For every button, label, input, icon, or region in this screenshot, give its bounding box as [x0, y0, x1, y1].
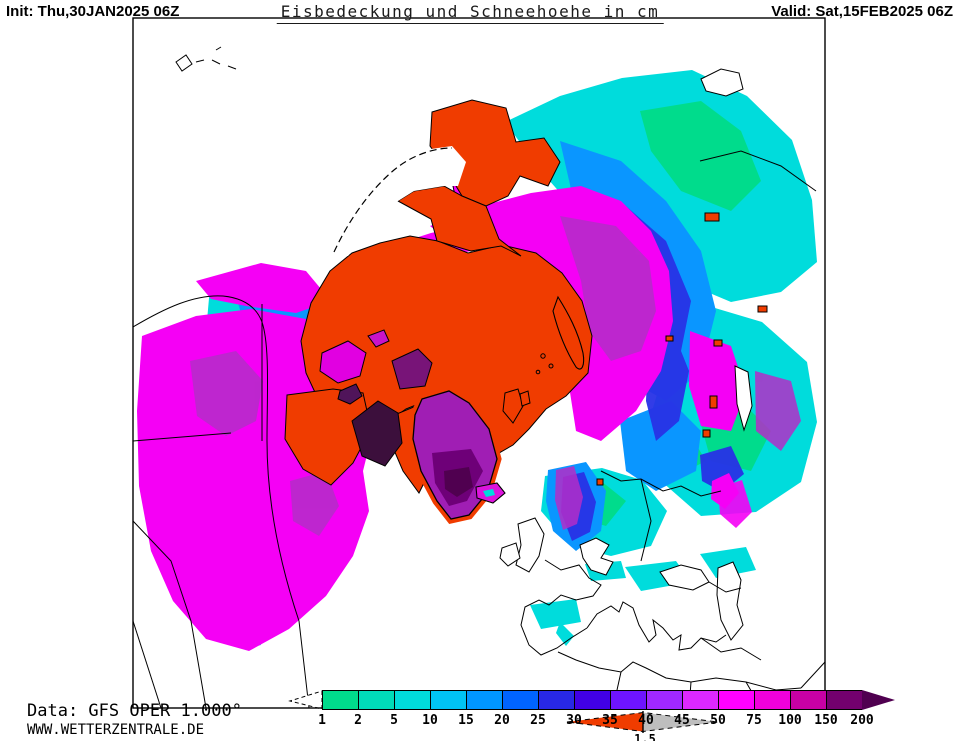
legend-cell [610, 690, 646, 710]
legend-tick-label: 15 [458, 713, 474, 728]
franz-josef-islands [535, 353, 554, 375]
legend-tick-label: 1 [318, 713, 326, 728]
legend-tick-label: 5 [390, 713, 398, 728]
legend-cell [430, 690, 466, 710]
ice-marker-red-arrow [567, 712, 643, 732]
valid-timestamp: Valid: Sat,15FEB2025 06Z [771, 3, 953, 20]
legend-cell [394, 690, 430, 710]
legend-cell [574, 690, 610, 710]
legend-bar [322, 690, 862, 710]
legend-cell [538, 690, 574, 710]
greenland-core [444, 467, 473, 497]
iceland-snow-fleck [483, 489, 495, 497]
ice-marker-gray-arrow [643, 712, 718, 732]
canadian-archipelago [319, 329, 433, 467]
aleutian-arc-coast [333, 147, 453, 253]
legend-cell [322, 690, 358, 710]
legend-tick-label: 75 [746, 713, 762, 728]
legend-tick-label: 40 [638, 713, 654, 728]
legend-tick-label: 50 [710, 713, 726, 728]
legend-cell [790, 690, 826, 710]
legend-cell [646, 690, 682, 710]
legend-tick-label: 30 [566, 713, 582, 728]
website-label: WWW.WETTERZENTRALE.DE [27, 722, 205, 738]
ice-marker-outline [566, 711, 719, 733]
legend-tick-label: 25 [530, 713, 546, 728]
ice-concentration-marker [566, 711, 719, 733]
novaya-zemlya-island [552, 295, 585, 370]
legend-cell [682, 690, 718, 710]
legend-cell [466, 690, 502, 710]
init-timestamp: Init: Thu,30JAN2025 06Z [6, 3, 180, 20]
ice-threshold-label: 1.5 [634, 732, 656, 741]
data-source-label: Data: GFS OPER 1.000° [27, 701, 242, 721]
legend-tick-label: 20 [494, 713, 510, 728]
legend-tick-label: 200 [850, 713, 874, 728]
bering-sea [330, 146, 466, 256]
page-title: Eisbedeckung und Schneehoehe in cm [276, 2, 664, 24]
legend-tick-label: 150 [814, 713, 838, 728]
legend-overflow-arrow [862, 690, 895, 710]
snow-purple-patch-layer [190, 216, 801, 536]
coastlines [133, 46, 825, 708]
legend-cell [358, 690, 394, 710]
legend-cell [754, 690, 790, 710]
legend-cell [718, 690, 754, 710]
legend-cell [502, 690, 538, 710]
legend-tick-label: 2 [354, 713, 362, 728]
map-layers [133, 46, 825, 708]
legend-tick-label: 45 [674, 713, 690, 728]
legend-tick-label: 100 [778, 713, 802, 728]
legend-cell [826, 690, 862, 710]
legend-tick-label: 10 [422, 713, 438, 728]
legend-tick-label: 35 [602, 713, 618, 728]
